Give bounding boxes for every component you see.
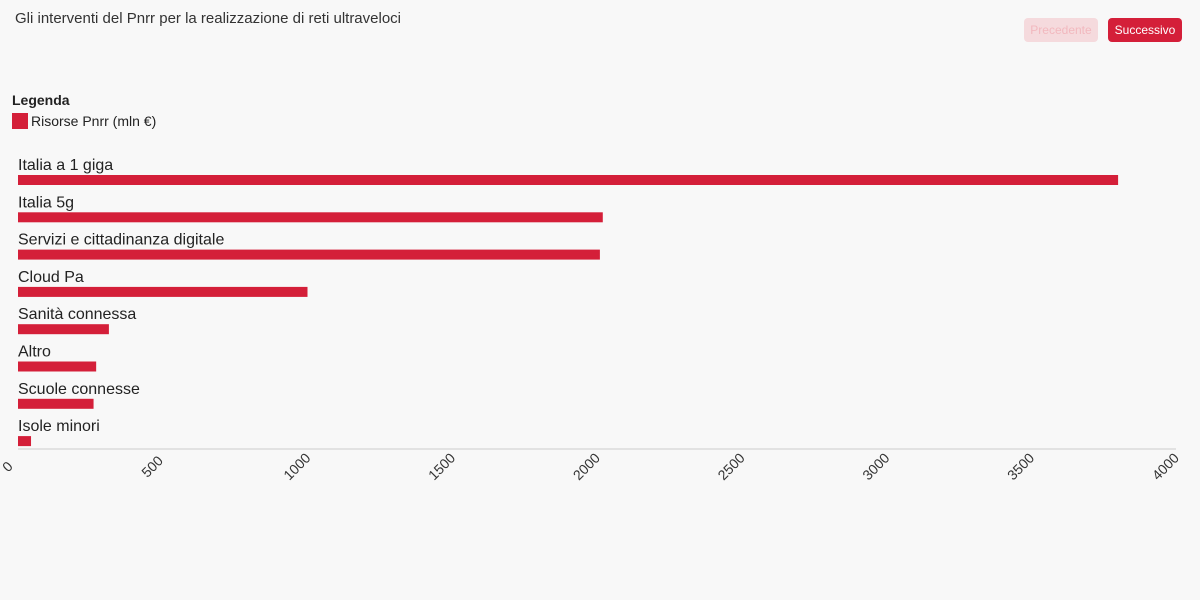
category-label: Scuole connesse	[18, 381, 140, 398]
page-title: Gli interventi del Pnrr per la realizzaz…	[15, 10, 402, 27]
legend-item-label: Risorse Pnrr (mln €)	[31, 113, 157, 129]
category-label: Altro	[18, 344, 51, 361]
next-button[interactable]: Successivo	[1108, 18, 1182, 42]
bar[interactable]	[18, 212, 603, 223]
category-label: Isole minori	[18, 418, 100, 435]
bar[interactable]	[18, 361, 97, 372]
legend-swatch	[12, 113, 28, 129]
x-tick-label: 4000	[1149, 450, 1182, 483]
x-tick-label: 500	[138, 452, 166, 480]
category-label: Italia a 1 giga	[18, 157, 113, 174]
x-tick-label: 2000	[570, 450, 603, 483]
category-label: Italia 5g	[18, 194, 74, 211]
x-tick-label: 0	[0, 458, 16, 475]
category-label: Cloud Pa	[18, 269, 84, 286]
x-tick-label: 3500	[1004, 450, 1037, 483]
x-tick-label: 1500	[425, 450, 458, 483]
bar[interactable]	[18, 286, 308, 297]
bar[interactable]	[18, 175, 1119, 185]
category-label: Sanità connessa	[18, 306, 136, 323]
category-label: Servizi e cittadinanza digitale	[18, 232, 224, 249]
bar[interactable]	[18, 249, 600, 260]
legend-title: Legenda	[12, 92, 70, 108]
x-tick-label: 3000	[859, 450, 892, 483]
previous-button[interactable]: Precedente	[1024, 18, 1098, 42]
x-tick-label: 2500	[714, 450, 747, 483]
x-tick-label: 1000	[280, 450, 313, 483]
bar[interactable]	[18, 324, 109, 335]
legend-item[interactable]: Risorse Pnrr (mln €)	[12, 113, 156, 129]
bar[interactable]	[18, 436, 32, 447]
bar[interactable]	[18, 398, 94, 409]
